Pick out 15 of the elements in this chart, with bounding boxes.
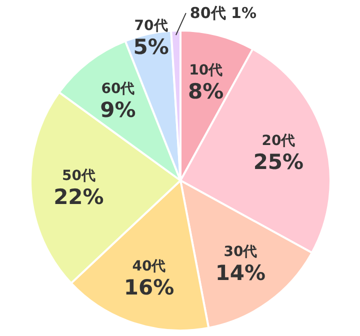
data-label: 25% xyxy=(253,150,304,174)
slice-label: 40代 xyxy=(132,258,166,275)
slice-label: 50代 xyxy=(62,168,96,184)
data-label: 22% xyxy=(54,184,104,209)
slice-label: 20代 xyxy=(262,133,296,150)
data-label: 8% xyxy=(188,80,224,104)
slice-label: 60代 xyxy=(101,80,135,97)
slice-label: 30代 xyxy=(224,244,258,260)
data-label: 9% xyxy=(100,98,136,122)
data-label: 14% xyxy=(215,261,266,286)
slice-label: 70代 xyxy=(134,18,168,34)
slice-label: 10代 xyxy=(189,62,223,79)
data-label: 5% xyxy=(133,34,169,59)
slice-label: 80代 1% xyxy=(190,4,256,22)
data-label: 16% xyxy=(124,276,174,300)
